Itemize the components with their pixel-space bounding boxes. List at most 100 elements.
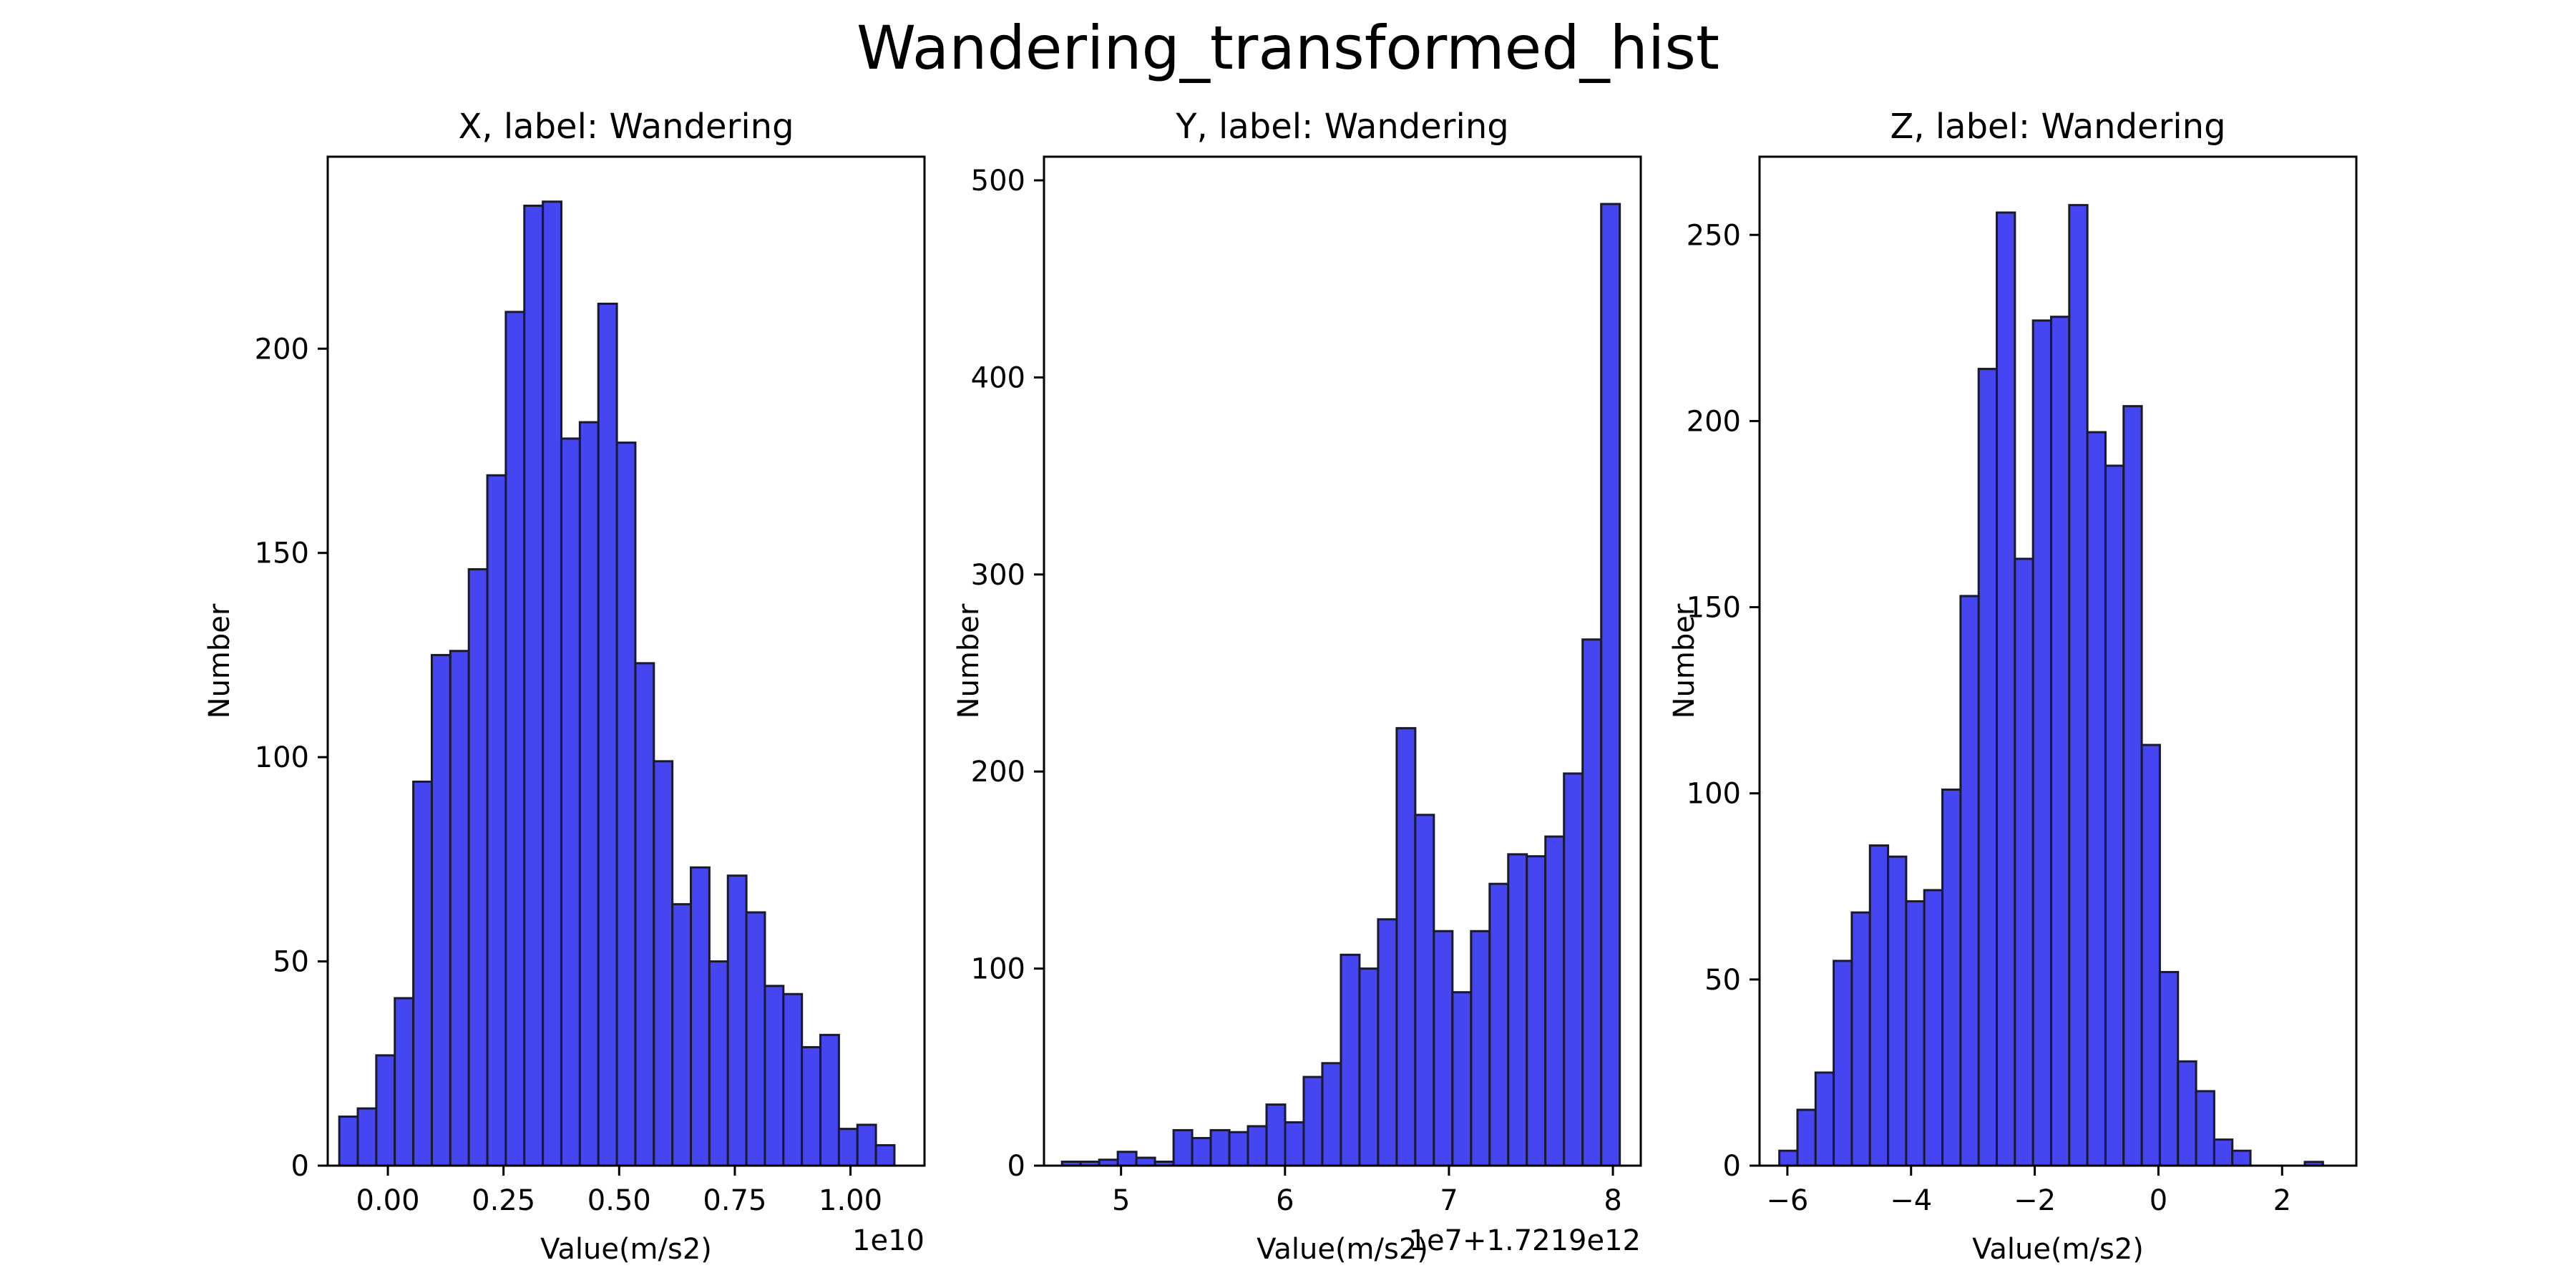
x-tick-label: 0: [2150, 1184, 2167, 1217]
y-tick-label: 200: [1687, 405, 1741, 438]
histogram-bar: [430, 653, 452, 1167]
histogram-bar: [486, 474, 507, 1167]
histogram-bar: [2195, 1090, 2215, 1167]
histogram-bar: [1470, 930, 1491, 1167]
histogram-bar: [1246, 1125, 1268, 1167]
histogram-bar: [1209, 1128, 1231, 1167]
x-tick-label: 8: [1604, 1184, 1621, 1217]
x-axis-label: Value(m/s2): [1257, 1233, 1428, 1266]
histogram-bar: [782, 992, 804, 1167]
histogram-bar: [523, 205, 545, 1167]
histogram-bar: [597, 303, 618, 1167]
x-tick-label: −6: [1766, 1184, 1808, 1217]
histogram-bar: [1581, 638, 1603, 1167]
histogram-bar: [1814, 1071, 1835, 1167]
x-axis-label: Value(m/s2): [1972, 1233, 2144, 1266]
histogram-bar: [1868, 844, 1890, 1167]
histogram-bar: [1135, 1156, 1156, 1167]
histogram-bar: [1395, 727, 1417, 1167]
histogram-bar: [1850, 911, 1871, 1167]
subplot-title: X, label: Wandering: [458, 107, 794, 147]
subplot-title: Y, label: Wandering: [1175, 107, 1509, 147]
histogram-bar: [856, 1123, 877, 1167]
histogram-bar: [2231, 1149, 2252, 1167]
y-tick-label: 50: [273, 946, 309, 979]
histogram-bar: [542, 200, 562, 1167]
histogram-bar: [467, 568, 489, 1167]
histogram-bar: [504, 311, 526, 1167]
histogram-bar: [1414, 814, 1435, 1167]
histogram-bar: [671, 903, 693, 1167]
x-tick-label: 5: [1112, 1184, 1130, 1217]
y-tick-label: 100: [971, 953, 1025, 986]
y-tick-label: 100: [255, 741, 309, 774]
histogram-bar: [1433, 930, 1454, 1167]
histogram-bar: [356, 1107, 378, 1167]
histogram-bar: [1996, 211, 2016, 1167]
histogram-bar: [2158, 970, 2180, 1167]
histogram-bar: [763, 985, 785, 1167]
y-tick-label: 200: [971, 756, 1025, 789]
x-axis-label: Value(m/s2): [540, 1233, 712, 1266]
y-tick-label: 150: [1687, 592, 1741, 625]
histogram-bar: [1302, 1075, 1324, 1167]
y-tick-label: 100: [1687, 778, 1741, 811]
histogram-bar: [1358, 967, 1380, 1167]
histogram-bar: [1563, 772, 1584, 1167]
histogram-bar: [1488, 882, 1510, 1167]
subplot-y: 5 6 7 8 0 100 200 300 400 500 Y, label: Wandering V…: [952, 107, 1642, 1266]
histogram-bar: [2049, 316, 2071, 1167]
x-tick-label: −4: [1890, 1184, 1932, 1217]
y-axis-label: Number: [952, 603, 985, 718]
histogram-bar: [1507, 853, 1528, 1167]
histogram-bar: [2031, 319, 2052, 1167]
histogram-bar: [2086, 431, 2107, 1167]
histogram-bar: [1340, 953, 1361, 1167]
y-tick-label: 250: [1687, 219, 1741, 252]
x-tick-label: 7: [1440, 1184, 1458, 1217]
histogram-bar: [1265, 1103, 1287, 1167]
histogram-bar: [2122, 405, 2143, 1167]
subplot-title: Z, label: Wandering: [1890, 107, 2225, 147]
y-tick-label: 0: [1008, 1150, 1025, 1183]
histogram-bar: [1778, 1149, 1799, 1167]
x-tick-label: 0.75: [703, 1184, 766, 1217]
histogram-bar: [1172, 1128, 1194, 1167]
histogram-bar: [412, 780, 433, 1167]
histogram-bar: [1191, 1136, 1212, 1167]
histogram-bar: [394, 997, 415, 1167]
x-tick-label: 0.25: [472, 1184, 535, 1217]
x-tick-label: 2: [2273, 1184, 2291, 1217]
histogram-bar: [1116, 1151, 1138, 1167]
histogram-bar: [2140, 743, 2161, 1167]
histogram-bar: [837, 1128, 859, 1167]
axis-offset-text: 1e10: [852, 1224, 924, 1257]
histogram-bar: [615, 441, 637, 1167]
histogram-bar: [653, 760, 674, 1167]
histogram-bar: [745, 911, 766, 1167]
histogram-bar: [801, 1045, 822, 1167]
histogram-bar: [449, 650, 470, 1167]
y-tick-label: 200: [255, 333, 309, 366]
figure-title: Wandering_transformed_hist: [857, 13, 1719, 83]
axes-frame: [1758, 155, 2358, 1167]
axes-frame: [326, 155, 926, 1167]
y-tick-label: 400: [971, 361, 1025, 394]
histogram-bar: [708, 960, 729, 1167]
histogram-bar: [375, 1054, 396, 1167]
y-tick-label: 500: [971, 165, 1025, 197]
histogram-bar: [1905, 900, 1926, 1167]
histogram-bar: [1544, 835, 1566, 1167]
histogram-bar: [874, 1143, 896, 1167]
y-tick-label: 50: [1704, 964, 1741, 997]
histogram-bar: [1377, 918, 1398, 1167]
histogram-bar: [1321, 1062, 1342, 1167]
histogram-bar: [726, 874, 748, 1167]
axis-offset-text: 1e7+1.7219e12: [1409, 1224, 1641, 1257]
x-tick-label: 6: [1276, 1184, 1294, 1217]
x-tick-label: −2: [2014, 1184, 2056, 1217]
x-tick-label: 0.00: [356, 1184, 420, 1217]
histogram-bar: [1923, 889, 1944, 1167]
histogram-bar: [1977, 368, 1999, 1167]
